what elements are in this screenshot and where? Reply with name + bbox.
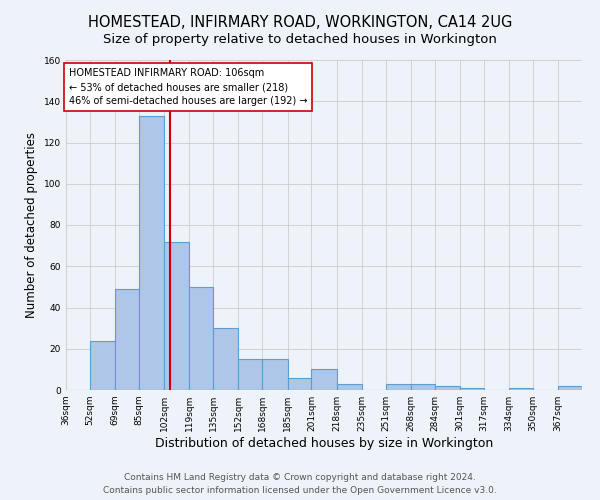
Bar (238, 359, 262, 390)
Bar (90, 340, 115, 390)
Bar (139, 116, 164, 390)
Bar (213, 328, 238, 390)
Bar (287, 378, 311, 390)
Bar (435, 386, 460, 390)
Bar (509, 388, 533, 390)
Bar (386, 384, 411, 390)
Bar (115, 289, 139, 390)
Text: Contains HM Land Registry data © Crown copyright and database right 2024.
Contai: Contains HM Land Registry data © Crown c… (103, 474, 497, 495)
Bar (337, 384, 362, 390)
Text: Size of property relative to detached houses in Workington: Size of property relative to detached ho… (103, 32, 497, 46)
Y-axis label: Number of detached properties: Number of detached properties (25, 132, 38, 318)
Bar (262, 359, 287, 390)
Text: HOMESTEAD INFIRMARY ROAD: 106sqm
← 53% of detached houses are smaller (218)
46% : HOMESTEAD INFIRMARY ROAD: 106sqm ← 53% o… (69, 68, 307, 106)
Bar (164, 242, 190, 390)
Bar (411, 384, 435, 390)
Bar (558, 386, 582, 390)
X-axis label: Distribution of detached houses by size in Workington: Distribution of detached houses by size … (155, 437, 493, 450)
Bar (311, 370, 337, 390)
Bar (460, 388, 484, 390)
Text: HOMESTEAD, INFIRMARY ROAD, WORKINGTON, CA14 2UG: HOMESTEAD, INFIRMARY ROAD, WORKINGTON, C… (88, 15, 512, 30)
Bar (190, 287, 213, 390)
